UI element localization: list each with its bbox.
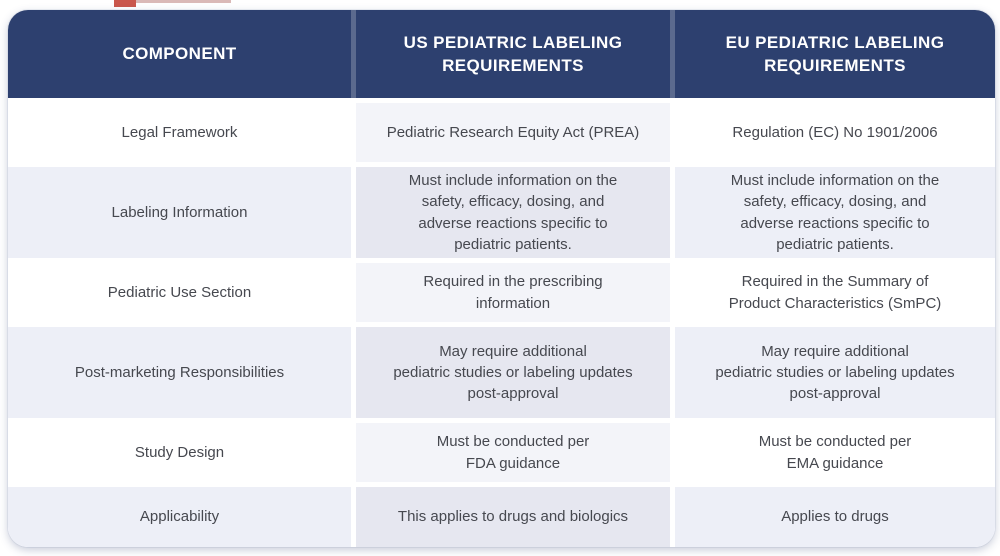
- cell-us-legal-framework: Pediatric Research Equity Act (PREA): [356, 103, 670, 162]
- header-cell-eu-requirements: EU PEDIATRIC LABELING REQUIREMENTS: [725, 32, 945, 75]
- cell-us-study-design: Must be conducted per FDA guidance: [356, 423, 670, 482]
- cell-eu-applicability: Applies to drugs: [675, 487, 995, 547]
- header-column-divider: [670, 10, 675, 98]
- header-cell-us-requirements: US PEDIATRIC LABELING REQUIREMENTS: [403, 32, 623, 75]
- row-label-labeling-information: Labeling Information: [8, 167, 351, 258]
- row-label-pediatric-use-section: Pediatric Use Section: [8, 263, 351, 322]
- header-column-divider: [351, 10, 356, 98]
- row-label-study-design: Study Design: [8, 423, 351, 482]
- cell-eu-labeling-information: Must include information on the safety, …: [675, 167, 995, 258]
- table-header-row: COMPONENT US PEDIATRIC LABELING REQUIREM…: [8, 10, 995, 98]
- row-label-legal-framework: Legal Framework: [8, 103, 351, 162]
- cell-eu-legal-framework: Regulation (EC) No 1901/2006: [675, 103, 995, 162]
- cell-eu-study-design: Must be conducted per EMA guidance: [675, 423, 995, 482]
- cropped-red-artifact: [114, 0, 136, 7]
- cell-eu-post-marketing: May require additional pediatric studies…: [675, 327, 995, 418]
- cropped-red-artifact-smear: [136, 0, 231, 3]
- header-cell-component: COMPONENT: [122, 44, 237, 64]
- cell-us-pediatric-use-section: Required in the prescribing information: [356, 263, 670, 322]
- cell-us-labeling-information: Must include information on the safety, …: [356, 167, 670, 258]
- comparison-table-card: COMPONENT US PEDIATRIC LABELING REQUIREM…: [8, 10, 995, 547]
- cell-us-applicability: This applies to drugs and biologics: [356, 487, 670, 547]
- cell-us-post-marketing: May require additional pediatric studies…: [356, 327, 670, 418]
- comparison-table: COMPONENT US PEDIATRIC LABELING REQUIREM…: [8, 10, 995, 547]
- row-label-applicability: Applicability: [8, 487, 351, 547]
- cell-eu-pediatric-use-section: Required in the Summary of Product Chara…: [675, 263, 995, 322]
- row-label-post-marketing: Post-marketing Responsibilities: [8, 327, 351, 418]
